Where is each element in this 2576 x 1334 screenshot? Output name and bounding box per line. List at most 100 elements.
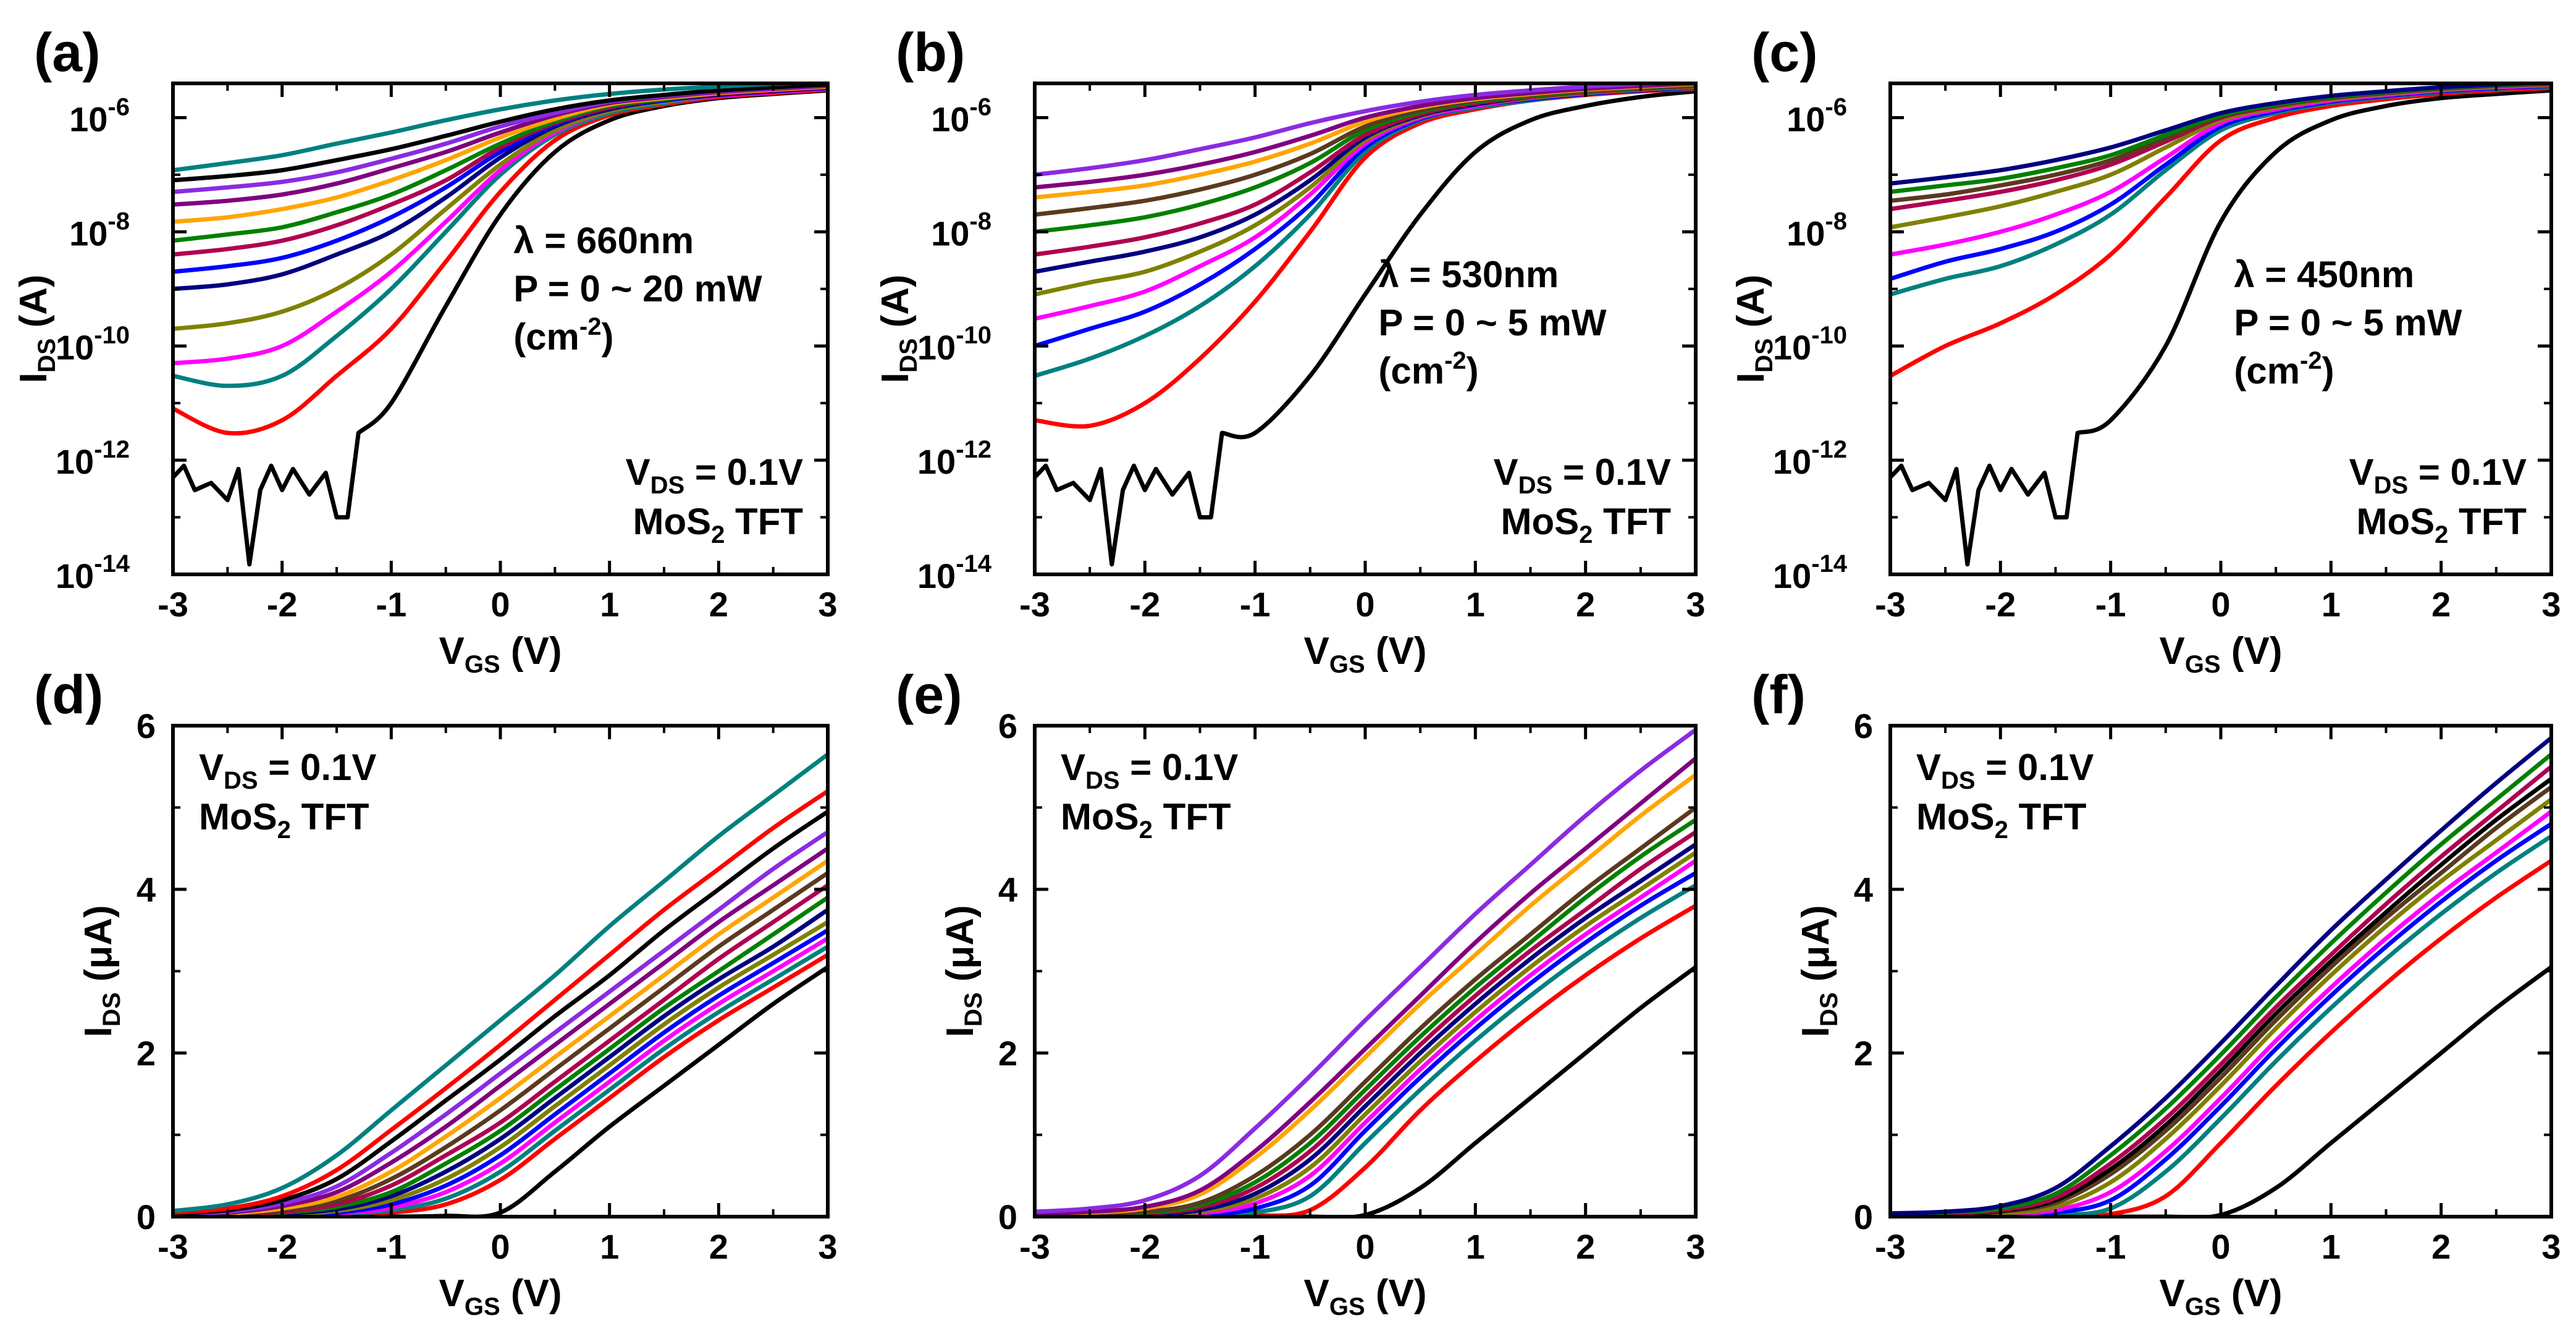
device-label: MoS2 TFT (633, 501, 803, 548)
panel-label: (a) (34, 22, 101, 83)
y-axis-label: IDS (μA) (1795, 905, 1843, 1037)
x-tick-label: -2 (1985, 1227, 2016, 1266)
vds-label: VDS = 0.1V (1061, 747, 1238, 794)
series-line-8 (173, 883, 828, 1217)
series-line-12 (1035, 728, 1696, 1214)
panel-label: (f) (1751, 664, 1806, 725)
y-tick-label: 0 (998, 1198, 1017, 1236)
series-line-1 (1890, 858, 2551, 1217)
y-tick-label: 6 (137, 707, 156, 745)
y-axis-label: IDS (A) (874, 274, 922, 383)
series-group (1890, 736, 2551, 1217)
series-line-3 (173, 86, 828, 366)
y-tick-label: 10-14 (56, 550, 130, 595)
y-tick-label: 4 (998, 870, 1017, 909)
x-tick-label: -3 (158, 1227, 188, 1266)
series-line-0 (1035, 965, 1696, 1217)
x-tick-label: 2 (2431, 585, 2451, 624)
x-tick-label: -2 (1129, 1227, 1160, 1266)
series-line-7 (1890, 777, 2551, 1217)
x-axis-label: VGS (V) (2159, 1272, 2282, 1320)
vds-label: VDS = 0.1V (626, 451, 803, 499)
x-tick-label: -1 (1240, 585, 1271, 624)
series-line-11 (1035, 757, 1696, 1216)
device-label: MoS2 TFT (1501, 501, 1671, 548)
panel-d: -3 -2 -1 0 1 2 3 0 2 4 6 VGS (V) IDS (μA) (d) VDS = 0.… (34, 664, 838, 1320)
y-tick-label: 10-6 (1787, 93, 1847, 138)
vds-label: VDS = 0.1V (1916, 747, 2094, 794)
y-axis-label: IDS (A) (12, 274, 61, 383)
series-line-12 (173, 830, 828, 1217)
y-tick-label: 10-10 (56, 322, 130, 367)
x-tick-label: 3 (818, 585, 837, 624)
y-tick-label: 10-10 (1773, 322, 1847, 367)
panel-label: (c) (1751, 22, 1818, 83)
series-line-9 (1890, 752, 2551, 1217)
y-tick-label: 2 (137, 1034, 156, 1073)
series-line-10 (1890, 736, 2551, 1216)
vds-label: VDS = 0.1V (1494, 451, 1671, 499)
y-axis-label: IDS (A) (1730, 274, 1778, 383)
x-axis-label: VGS (V) (2159, 630, 2282, 678)
y-tick-label: 10-8 (931, 208, 991, 253)
x-axis-label: VGS (V) (1303, 630, 1426, 678)
x-tick-label: -2 (267, 585, 298, 624)
x-tick-label: 2 (709, 585, 728, 624)
y-tick-label: 2 (1854, 1034, 1873, 1073)
panel-f: -3 -2 -1 0 1 2 3 0 2 4 6 VGS (V) IDS (μA) (f) VDS = 0.… (1751, 664, 2561, 1320)
series-line-13 (173, 810, 828, 1216)
series-line-15 (173, 752, 828, 1214)
series-line-0 (173, 88, 828, 567)
x-tick-label: 2 (709, 1227, 728, 1266)
y-tick-label: 10-6 (69, 93, 130, 138)
x-tick-label: 0 (1355, 585, 1374, 624)
device-label: MoS2 TFT (1916, 796, 2087, 844)
series-line-4 (1035, 858, 1696, 1217)
x-tick-label: 1 (600, 585, 619, 624)
x-tick-label: -1 (2095, 585, 2126, 624)
panel-a: -3 -2 -1 0 1 2 3 10-6 10-8 10-10 10-12 10-14 VGS (V)… (12, 22, 838, 678)
power-unit-label: (cm-2) (2234, 347, 2334, 392)
x-tick-label: -1 (376, 1227, 406, 1266)
power-unit-label: (cm-2) (1378, 347, 1478, 392)
series-line-5 (1890, 83, 2551, 230)
x-axis-label: VGS (V) (1303, 1272, 1426, 1320)
x-tick-label: -1 (376, 585, 406, 624)
series-line-1 (1035, 904, 1696, 1217)
x-tick-label: 3 (818, 1227, 837, 1266)
panel-label: (b) (896, 22, 965, 83)
panel-label: (e) (896, 664, 962, 725)
x-tick-label: -3 (158, 585, 188, 624)
device-label: MoS2 TFT (1061, 796, 1231, 844)
y-tick-label: 4 (1854, 870, 1873, 909)
x-axis-label: VGS (V) (439, 630, 562, 678)
x-tick-label: 1 (2321, 1227, 2341, 1266)
series-line-14 (173, 789, 828, 1215)
y-tick-label: 10-8 (1787, 208, 1847, 253)
wavelength-label: λ = 660nm (513, 220, 694, 261)
x-tick-label: 0 (2211, 585, 2230, 624)
power-label: P = 0 ~ 5 mW (1378, 302, 1606, 343)
series-line-6 (1035, 83, 1696, 274)
y-axis-label: IDS (μA) (939, 905, 987, 1037)
y-tick-label: 10-8 (69, 208, 130, 253)
power-label: P = 0 ~ 20 mW (513, 268, 762, 309)
power-label: P = 0 ~ 5 mW (2234, 302, 2462, 343)
series-line-0 (173, 965, 828, 1217)
y-tick-label: 0 (1854, 1198, 1873, 1236)
x-tick-label: 0 (1355, 1227, 1374, 1266)
x-tick-label: -1 (2095, 1227, 2126, 1266)
panel-b: -3 -2 -1 0 1 2 3 10-6 10-8 10-10 10-12 10-14 VGS (V)… (874, 22, 1706, 678)
series-line-6 (1890, 83, 2551, 212)
y-tick-label: 10-12 (56, 436, 130, 481)
x-axis-label: VGS (V) (439, 1272, 562, 1320)
vds-label: VDS = 0.1V (199, 747, 376, 794)
device-label: MoS2 TFT (199, 796, 369, 844)
x-tick-label: 2 (1576, 585, 1595, 624)
y-axis-label: IDS (μA) (77, 905, 125, 1037)
y-tick-label: 6 (998, 707, 1017, 745)
series-line-7 (173, 896, 828, 1217)
panel-c: -3 -2 -1 0 1 2 3 10-6 10-8 10-10 10-12 10-14 VGS (V)… (1730, 22, 2561, 678)
series-line-5 (1035, 850, 1696, 1217)
